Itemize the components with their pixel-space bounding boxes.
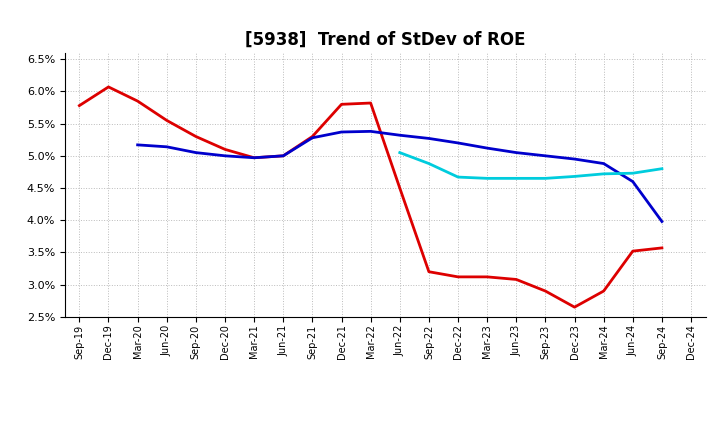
7 Years (657, 166, 666, 171)
7 Years (599, 171, 608, 176)
3 Years (425, 269, 433, 275)
3 Years (104, 84, 113, 90)
7 Years (512, 176, 521, 181)
3 Years (599, 288, 608, 293)
7 Years (541, 176, 550, 181)
3 Years (483, 274, 492, 279)
5 Years (599, 161, 608, 166)
7 Years (454, 174, 462, 180)
Line: 7 Years: 7 Years (400, 153, 662, 178)
3 Years (192, 134, 200, 139)
3 Years (133, 99, 142, 104)
Line: 3 Years: 3 Years (79, 87, 662, 307)
5 Years (192, 150, 200, 155)
7 Years (570, 174, 579, 179)
3 Years (657, 245, 666, 250)
5 Years (366, 129, 375, 134)
3 Years (395, 185, 404, 191)
5 Years (133, 142, 142, 147)
Title: [5938]  Trend of StDev of ROE: [5938] Trend of StDev of ROE (245, 30, 526, 48)
5 Years (570, 156, 579, 161)
3 Years (163, 118, 171, 123)
5 Years (512, 150, 521, 155)
3 Years (220, 147, 229, 152)
7 Years (629, 171, 637, 176)
5 Years (163, 144, 171, 150)
7 Years (395, 150, 404, 155)
Line: 5 Years: 5 Years (138, 132, 662, 221)
3 Years (570, 304, 579, 310)
5 Years (454, 140, 462, 146)
5 Years (220, 153, 229, 158)
3 Years (454, 274, 462, 279)
5 Years (629, 179, 637, 184)
7 Years (425, 161, 433, 166)
5 Years (250, 155, 258, 161)
5 Years (483, 146, 492, 151)
3 Years (308, 134, 317, 139)
3 Years (366, 100, 375, 106)
3 Years (279, 153, 287, 158)
5 Years (425, 136, 433, 141)
3 Years (75, 103, 84, 108)
5 Years (279, 153, 287, 158)
3 Years (541, 288, 550, 293)
3 Years (250, 155, 258, 161)
5 Years (657, 219, 666, 224)
3 Years (629, 249, 637, 254)
5 Years (337, 129, 346, 135)
5 Years (308, 135, 317, 140)
3 Years (512, 277, 521, 282)
3 Years (337, 102, 346, 107)
5 Years (541, 153, 550, 158)
5 Years (395, 132, 404, 138)
7 Years (483, 176, 492, 181)
